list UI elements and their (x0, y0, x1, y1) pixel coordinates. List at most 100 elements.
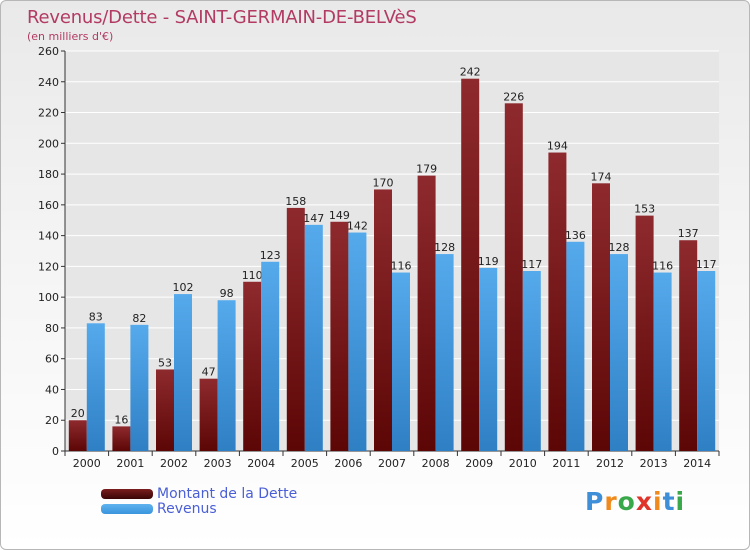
data-label-dette: 149 (329, 209, 350, 222)
data-label-revenus: 128 (609, 241, 630, 254)
data-label-dette: 194 (547, 140, 568, 153)
bar-dette (243, 281, 262, 451)
bar-dette (417, 175, 436, 451)
bar-dette (461, 78, 480, 451)
data-label-dette: 158 (285, 195, 306, 208)
logo-letter: i (653, 487, 663, 516)
y-tick-label: 180 (38, 168, 59, 181)
legend-swatch-revenus (101, 504, 153, 514)
legend-swatch-dette (101, 489, 153, 499)
data-label-revenus: 128 (434, 241, 455, 254)
y-tick-label: 200 (38, 137, 59, 150)
bar-dette (330, 221, 349, 451)
bar-dette (548, 152, 567, 452)
data-label-revenus: 117 (696, 258, 717, 271)
chart-title: Revenus/Dette - SAINT-GERMAIN-DE-BELVèS (27, 7, 417, 28)
y-tick-label: 160 (38, 199, 59, 212)
data-label-dette: 153 (634, 203, 655, 216)
data-label-dette: 242 (460, 66, 481, 79)
y-tick-label: 40 (45, 383, 59, 396)
y-tick-label: 100 (38, 291, 59, 304)
x-tick-label: 2004 (247, 457, 275, 470)
bar-revenus (392, 272, 410, 451)
legend-label-dette: Montant de la Dette (157, 486, 298, 502)
legend-label-revenus: Revenus (157, 501, 217, 517)
bar-revenus (435, 254, 454, 451)
data-label-dette: 170 (373, 176, 394, 189)
y-tick-label: 140 (38, 230, 59, 243)
logo-letter: t (662, 487, 676, 516)
y-tick-label: 80 (45, 322, 59, 335)
data-label-revenus: 142 (347, 220, 368, 233)
y-tick-label: 220 (38, 107, 59, 120)
y-tick-label: 60 (45, 353, 59, 366)
y-tick-label: 0 (52, 445, 59, 458)
bar-dette (635, 215, 654, 451)
bar-dette (199, 378, 218, 451)
bar-revenus (479, 267, 498, 451)
x-tick-label: 2002 (160, 457, 188, 470)
data-label-dette: 174 (591, 170, 612, 183)
bar-dette (679, 240, 698, 451)
bar-revenus (217, 300, 236, 451)
data-label-dette: 53 (158, 356, 172, 369)
bar-revenus (348, 232, 367, 451)
bar-chart: #7a1e1e"/>020406080100120140160180200220… (38, 45, 720, 470)
x-tick-label: 2000 (73, 457, 101, 470)
proxiti-logo: Proxiti (585, 487, 685, 516)
x-tick-label: 2011 (552, 457, 580, 470)
data-label-revenus: 82 (132, 312, 146, 325)
x-tick-label: 2014 (683, 457, 711, 470)
logo-letter: o (617, 487, 636, 516)
bar-revenus (610, 254, 628, 451)
data-label-revenus: 116 (652, 260, 673, 273)
logo-letter: P (585, 487, 605, 516)
bar-dette (504, 103, 523, 452)
bar-dette (374, 189, 392, 451)
data-label-dette: 137 (678, 227, 699, 240)
logo-letter: i (675, 487, 686, 516)
data-label-revenus: 102 (173, 281, 194, 294)
data-label-revenus: 117 (521, 258, 542, 271)
data-label-revenus: 116 (391, 260, 412, 273)
logo-letter: r (604, 487, 618, 516)
x-tick-label: 2009 (465, 457, 493, 470)
bar-revenus (130, 324, 149, 451)
data-label-dette: 110 (242, 269, 263, 282)
bar-revenus (697, 271, 716, 451)
bar-revenus (304, 224, 323, 451)
x-tick-label: 2010 (509, 457, 537, 470)
data-label-revenus: 136 (565, 229, 586, 242)
bar-dette (156, 369, 174, 451)
bar-dette (68, 420, 87, 451)
y-tick-label: 120 (38, 260, 59, 273)
x-tick-label: 2012 (596, 457, 624, 470)
data-label-revenus: 123 (260, 249, 281, 262)
x-tick-label: 2013 (640, 457, 668, 470)
bar-revenus (86, 323, 105, 451)
chart-subtitle: (en milliers d'€) (27, 30, 114, 43)
data-label-dette: 47 (202, 366, 216, 379)
data-label-revenus: 98 (220, 287, 234, 300)
data-label-dette: 179 (416, 163, 437, 176)
bar-dette (112, 426, 131, 451)
x-tick-label: 2001 (116, 457, 144, 470)
x-tick-label: 2008 (422, 457, 450, 470)
bar-revenus (174, 294, 192, 451)
bar-revenus (566, 241, 585, 451)
bar-revenus (261, 261, 280, 451)
data-label-dette: 20 (71, 407, 85, 420)
x-tick-label: 2006 (334, 457, 362, 470)
y-tick-label: 240 (38, 76, 59, 89)
x-tick-label: 2005 (291, 457, 319, 470)
x-tick-label: 2007 (378, 457, 406, 470)
bar-revenus (653, 272, 672, 451)
data-label-revenus: 147 (303, 212, 324, 225)
bar-dette (592, 183, 610, 452)
logo-letter: x (635, 487, 653, 516)
y-tick-label: 20 (45, 414, 59, 427)
bar-revenus (522, 271, 541, 451)
data-label-revenus: 83 (89, 310, 103, 323)
y-tick-label: 260 (38, 45, 59, 58)
